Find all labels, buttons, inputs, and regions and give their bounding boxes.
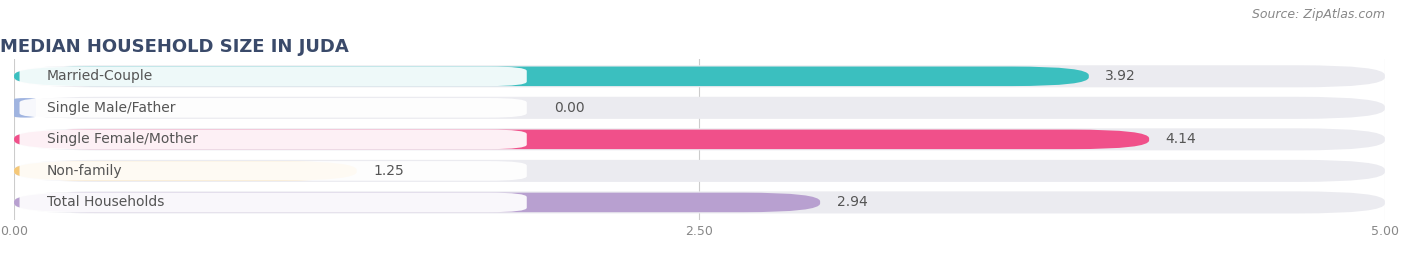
FancyBboxPatch shape	[20, 66, 527, 86]
FancyBboxPatch shape	[20, 98, 527, 118]
FancyBboxPatch shape	[14, 193, 820, 212]
Text: Single Female/Mother: Single Female/Mother	[46, 132, 198, 146]
Text: MEDIAN HOUSEHOLD SIZE IN JUDA: MEDIAN HOUSEHOLD SIZE IN JUDA	[0, 38, 349, 56]
FancyBboxPatch shape	[14, 66, 1088, 86]
Text: Source: ZipAtlas.com: Source: ZipAtlas.com	[1251, 8, 1385, 21]
Text: 1.25: 1.25	[373, 164, 404, 178]
FancyBboxPatch shape	[14, 161, 357, 181]
FancyBboxPatch shape	[14, 191, 1385, 213]
FancyBboxPatch shape	[14, 98, 37, 118]
Text: 0.00: 0.00	[554, 101, 585, 115]
FancyBboxPatch shape	[14, 130, 1149, 149]
Text: Married-Couple: Married-Couple	[46, 69, 153, 83]
FancyBboxPatch shape	[14, 160, 1385, 182]
FancyBboxPatch shape	[14, 128, 1385, 150]
FancyBboxPatch shape	[20, 193, 527, 212]
Text: Single Male/Father: Single Male/Father	[46, 101, 176, 115]
FancyBboxPatch shape	[14, 65, 1385, 87]
Text: 4.14: 4.14	[1166, 132, 1197, 146]
FancyBboxPatch shape	[14, 97, 1385, 119]
Text: 2.94: 2.94	[837, 195, 868, 209]
Text: 3.92: 3.92	[1105, 69, 1136, 83]
FancyBboxPatch shape	[20, 130, 527, 149]
Text: Non-family: Non-family	[46, 164, 122, 178]
Text: Total Households: Total Households	[46, 195, 165, 209]
FancyBboxPatch shape	[20, 161, 527, 181]
